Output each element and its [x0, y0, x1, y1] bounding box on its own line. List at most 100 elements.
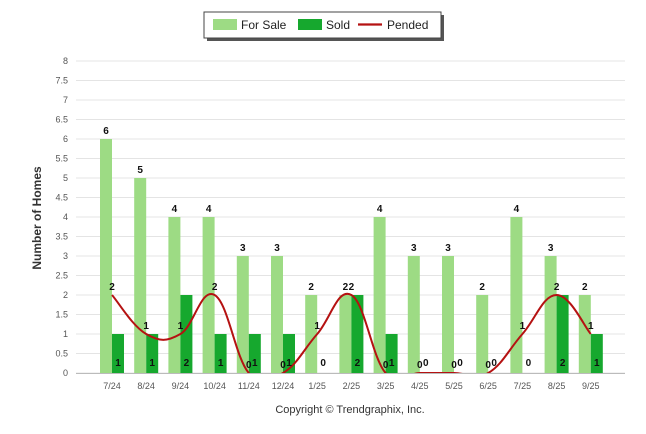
y-tick-label: 2 [63, 290, 68, 300]
bar-for-sale [236, 256, 249, 373]
bar-for-sale [510, 217, 523, 373]
x-tick-label: 11/24 [238, 381, 260, 391]
x-tick-label: 7/24 [103, 381, 121, 391]
label-sold: 0 [457, 358, 463, 369]
label-for-sale: 2 [308, 282, 314, 293]
y-tick-label: 0.5 [55, 349, 68, 359]
bar-for-sale [578, 295, 591, 373]
label-for-sale: 2 [582, 282, 588, 293]
bar-for-sale [407, 256, 420, 373]
label-for-sale: 6 [103, 126, 109, 137]
y-tick-label: 1.5 [55, 310, 68, 320]
label-pended: 2 [109, 282, 115, 293]
x-tick-label: 5/25 [445, 381, 463, 391]
x-tick-label: 8/25 [548, 381, 566, 391]
label-sold: 1 [389, 358, 395, 369]
x-tick-label: 4/25 [411, 381, 429, 391]
label-pended: 1 [178, 321, 184, 332]
bar-for-sale [100, 139, 112, 373]
label-sold: 1 [115, 358, 121, 369]
label-sold: 2 [184, 358, 190, 369]
label-for-sale: 4 [172, 204, 178, 215]
y-tick-label: 0 [63, 368, 68, 378]
x-tick-label: 8/24 [137, 381, 155, 391]
label-pended: 0 [383, 360, 389, 371]
y-tick-label: 6.5 [55, 115, 68, 125]
label-for-sale: 4 [377, 204, 383, 215]
label-sold: 1 [149, 358, 155, 369]
x-axis-ticks: 7/24 8/24 9/24 10/24 11/24 12/24 1/25 2/25 3/25 4… [103, 381, 599, 391]
bar-for-sale [339, 295, 352, 373]
bar-sold [556, 295, 569, 373]
label-pended: 2 [212, 282, 218, 293]
x-tick-label: 10/24 [203, 381, 226, 391]
gridlines [76, 60, 625, 374]
bar-sold [146, 334, 159, 373]
label-pended: 0 [485, 360, 491, 371]
label-pended: 1 [314, 321, 320, 332]
x-tick-label: 9/25 [582, 381, 600, 391]
bar-sold [180, 295, 193, 373]
x-tick-label: 9/24 [172, 381, 190, 391]
bar-for-sale [544, 256, 557, 373]
y-tick-label: 4 [63, 212, 68, 222]
x-tick-label: 1/25 [308, 381, 326, 391]
label-for-sale: 4 [206, 204, 212, 215]
bar-for-sale [271, 256, 283, 373]
x-tick-label: 6/25 [479, 381, 497, 391]
bar-for-sale [476, 295, 489, 373]
label-sold: 0 [526, 358, 532, 369]
label-for-sale: 5 [137, 165, 143, 176]
y-tick-label: 3.5 [55, 232, 68, 242]
y-tick-label: 8 [63, 56, 68, 66]
x-tick-label: 3/25 [377, 381, 395, 391]
legend-swatch-for-sale [213, 19, 237, 30]
label-pended: 0 [280, 360, 286, 371]
bar-for-sale [168, 217, 181, 373]
legend-label-for-sale: For Sale [241, 18, 287, 32]
label-sold: 0 [423, 358, 429, 369]
label-for-sale: 4 [514, 204, 520, 215]
label-for-sale: 3 [240, 243, 246, 254]
legend-label-sold: Sold [326, 18, 350, 32]
label-for-sale: 3 [548, 243, 554, 254]
y-tick-label: 4.5 [55, 193, 68, 203]
y-tick-label: 7.5 [55, 76, 68, 86]
label-pended: 2 [554, 282, 560, 293]
y-tick-label: 5.5 [55, 154, 68, 164]
label-for-sale: 3 [411, 243, 417, 254]
label-for-sale: 2 [343, 282, 349, 293]
label-pended: 0 [417, 360, 423, 371]
bar-for-sale [134, 178, 147, 373]
label-sold: 1 [594, 358, 600, 369]
y-tick-label: 5 [63, 173, 68, 183]
pended-line-path [111, 292, 592, 373]
y-tick-label: 2.5 [55, 271, 68, 281]
bar-for-sale [305, 295, 318, 373]
label-for-sale: 3 [274, 243, 280, 254]
legend-label-pended: Pended [387, 18, 428, 32]
bar-sold [214, 334, 227, 373]
label-sold: 1 [286, 358, 292, 369]
y-axis-title: Number of Homes [30, 166, 44, 270]
bars [100, 139, 603, 373]
label-pended: 0 [246, 360, 252, 371]
label-for-sale: 3 [445, 243, 451, 254]
label-pended: 1 [588, 321, 594, 332]
label-sold: 1 [218, 358, 224, 369]
bar-sold [112, 334, 124, 373]
pended-line [111, 292, 592, 373]
bar-sold [590, 334, 603, 373]
label-sold: 0 [491, 358, 497, 369]
y-tick-label: 3 [63, 251, 68, 261]
label-sold: 1 [252, 358, 258, 369]
x-tick-label: 7/25 [514, 381, 532, 391]
label-pended: 2 [349, 282, 355, 293]
label-pended: 1 [520, 321, 526, 332]
y-tick-label: 7 [63, 95, 68, 105]
legend-box [203, 11, 442, 39]
bar-sold [283, 334, 295, 373]
bar-sold [351, 295, 364, 373]
label-pended: 0 [451, 360, 457, 371]
